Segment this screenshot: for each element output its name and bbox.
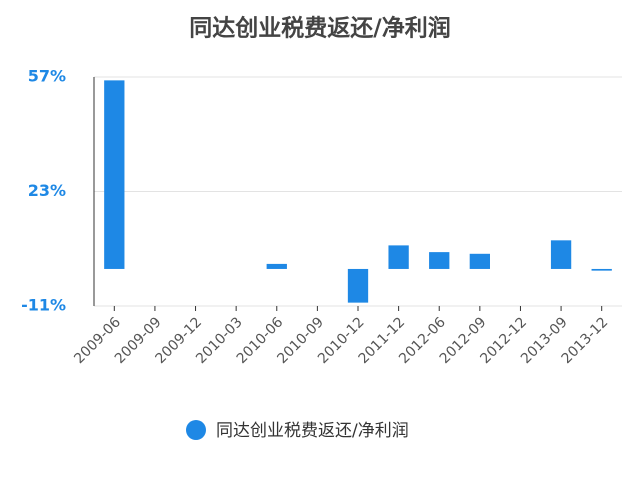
legend-marker — [186, 420, 206, 440]
bar — [591, 268, 612, 271]
bar — [429, 252, 450, 269]
legend-label: 同达创业税费返还/净利润 — [216, 421, 409, 441]
bar — [550, 240, 572, 269]
y-tick-label: 57% — [28, 67, 66, 86]
bar — [469, 253, 490, 269]
bar — [347, 268, 369, 303]
chart-title: 同达创业税费返还/净利润 — [189, 15, 450, 42]
bar — [388, 245, 409, 269]
y-tick-label: 23% — [28, 181, 66, 200]
y-tick-label: -11% — [21, 296, 66, 315]
bar — [104, 80, 125, 269]
bar — [266, 263, 287, 269]
